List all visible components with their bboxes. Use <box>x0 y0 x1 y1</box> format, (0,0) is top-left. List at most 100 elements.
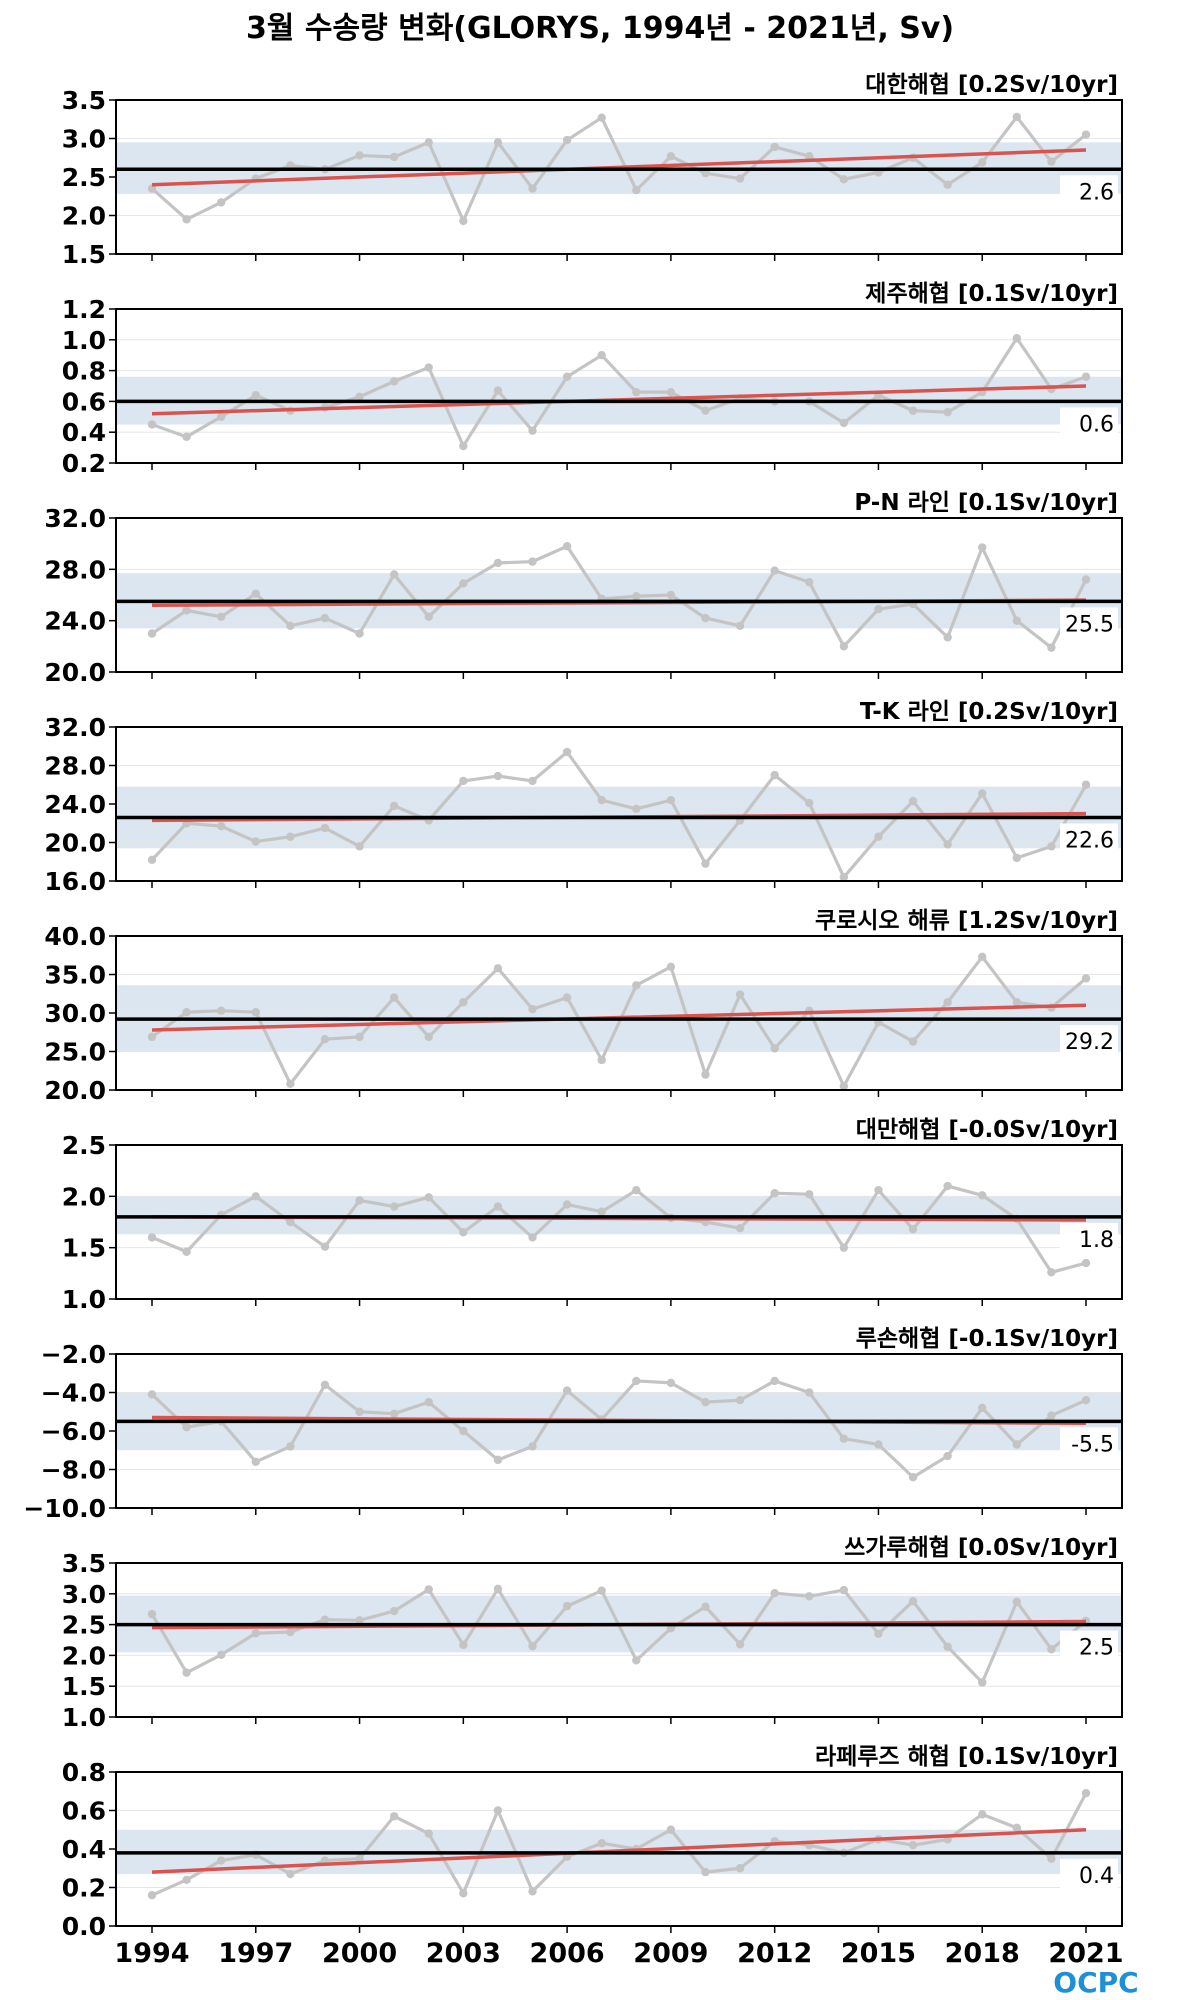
panel-5: 2.5 2.0 1.5 1.0 1.8 대만해협 [-0.0Sv/10yr] <box>62 1117 1123 1314</box>
panel-3-y-tick-label: 20.0 <box>44 829 106 858</box>
panel-3-data-point <box>597 795 606 805</box>
panel-4-data-point <box>355 1032 364 1042</box>
panel-7-data-point <box>493 1584 503 1594</box>
panel-4-data-point <box>286 1079 295 1089</box>
panel-8-series-line <box>151 1792 1088 1897</box>
panel-4-data-point <box>251 1008 260 1017</box>
x-tick-label: 2018 <box>945 1938 1020 1969</box>
panel-7-data-point <box>735 1640 745 1649</box>
panel-0-data-point <box>493 138 503 147</box>
panel-0: 3.5 3.0 2.5 2.0 1.5 2.6 대한해협 [0.2Sv/10yr] <box>62 72 1123 269</box>
panel-5-mean-label: 1.8 <box>1079 1228 1114 1253</box>
panel-2-data-point <box>251 589 260 598</box>
panel-3-data-point <box>701 859 710 868</box>
panel-0-data-point <box>839 175 849 184</box>
panel-2-y-tick-label: 20.0 <box>44 658 106 687</box>
panel-3-frame <box>115 726 1123 882</box>
panel-2-data-point <box>701 613 710 623</box>
panel-3-data-point <box>1081 780 1091 789</box>
panel-8-data-point <box>389 1812 399 1821</box>
panel-7-data-point <box>943 1642 952 1651</box>
panel-1-y-tick-label: 1.0 <box>62 326 106 355</box>
panel-3-mean-label-bg <box>1060 823 1118 854</box>
panel-1-data-point <box>216 412 226 421</box>
panel-7-y-tick-label: 3.5 <box>62 1549 106 1578</box>
panel-7-data-point <box>701 1602 710 1611</box>
panel-7-y-tick-label: 1.5 <box>62 1672 106 1701</box>
panel-3-data-point <box>1012 853 1022 863</box>
panel-1-data-point <box>389 377 399 386</box>
panel-4-series-line <box>151 955 1088 1088</box>
panel-5-frame <box>115 1144 1123 1300</box>
panel-6-data-point <box>251 1457 260 1467</box>
x-tick-label: 2000 <box>322 1938 397 1969</box>
panel-7-title: 쓰가루해협 [0.0Sv/10yr] <box>844 1535 1118 1561</box>
panel-3-data-point <box>632 804 641 814</box>
panel-2-data-point <box>562 542 572 551</box>
panel-3-data-point <box>528 776 537 786</box>
panel-1-data-point <box>251 391 260 400</box>
panel-7-y-tick-label: 2.0 <box>62 1641 106 1670</box>
x-tick-label: 1994 <box>114 1938 189 1969</box>
panel-3-y-tick-label: 28.0 <box>44 752 106 781</box>
panel-7-data-point <box>355 1616 364 1625</box>
panel-8-y-tick-label: 0.8 <box>62 1758 106 1787</box>
panel-8-data-point <box>908 1840 918 1850</box>
panel-4-data-point <box>632 981 641 990</box>
panel-2-data-point <box>735 621 745 630</box>
panel-4: 40.0 35.0 30.0 25.0 20.0 29.2 쿠로시오 해류 [1.2Sv/1… <box>44 908 1123 1105</box>
panel-5-data-point <box>251 1192 260 1201</box>
panel-6-data-point <box>320 1380 330 1390</box>
panel-1-data-point <box>943 407 952 417</box>
panel-2-data-point <box>459 579 468 588</box>
panel-2-data-point <box>874 604 883 614</box>
panel-3-data-point <box>320 823 330 833</box>
panel-7-data-point <box>908 1596 918 1606</box>
panel-1-data-point <box>597 351 606 360</box>
chart-title: 3월 수송량 변화(GLORYS, 1994년 - 2021년, Sv) <box>246 11 954 46</box>
panel-1-data-point <box>1012 334 1022 343</box>
panel-6-data-point <box>147 1390 157 1399</box>
panel-7-data-point <box>839 1585 849 1595</box>
panel-8-data-point <box>459 1889 468 1898</box>
panel-0-data-point <box>770 142 779 152</box>
panel-1-y-tick-label: 0.2 <box>62 449 106 478</box>
panel-6-title: 루손해협 [-0.1Sv/10yr] <box>856 1326 1118 1352</box>
panel-7-data-point <box>632 1656 641 1665</box>
panel-6-data-point <box>389 1409 399 1418</box>
panel-3-data-point <box>839 872 849 882</box>
panel-3-data-point <box>355 842 364 851</box>
panel-4-data-point <box>735 990 745 999</box>
panel-4-y-tick-label: 30.0 <box>44 999 106 1028</box>
x-tick-label: 2003 <box>426 1938 501 1969</box>
panel-0-data-point <box>216 198 226 207</box>
panel-4-data-point <box>528 1004 537 1014</box>
panel-6-y-tick-label: −8.0 <box>41 1456 106 1485</box>
panel-6: −2.0 −4.0 −6.0 −8.0 −10.0 -5.5 루손해협 [-0.1Sv/10… <box>23 1326 1123 1523</box>
panel-2-mean-label: 25.5 <box>1065 612 1114 637</box>
panel-2-frame <box>115 517 1123 673</box>
panel-6-data-point <box>1081 1396 1091 1405</box>
ocpc-logo: OCPC <box>1053 1966 1138 1999</box>
panel-2-title: P-N 라인 [0.1Sv/10yr] <box>854 490 1118 516</box>
panel-6-y-tick-label: −4.0 <box>41 1379 106 1408</box>
panel-0-y-tick-label: 2.0 <box>62 202 106 231</box>
panel-5-data-point <box>562 1200 572 1209</box>
panel-6-frame <box>115 1353 1123 1509</box>
panel-8-data-point <box>424 1829 433 1838</box>
panel-3-data-point <box>908 796 918 806</box>
panel-2-data-point <box>182 606 191 615</box>
panel-2-data-point <box>805 577 814 587</box>
panel-8-data-point <box>978 1810 987 1819</box>
panel-4-data-point <box>908 1037 918 1046</box>
panel-2-data-point <box>839 642 849 651</box>
panel-2-data-point <box>320 613 330 623</box>
panel-7-mean-label-bg <box>1060 1630 1118 1661</box>
panel-6-y-tick-label: −2.0 <box>41 1340 106 1369</box>
x-tick-label: 2012 <box>737 1938 812 1969</box>
panel-6-data-point <box>1012 1440 1022 1449</box>
panel-5-data-point <box>1081 1258 1091 1268</box>
panel-8-data-point <box>493 1806 503 1815</box>
panel-4-data-point <box>424 1032 433 1042</box>
